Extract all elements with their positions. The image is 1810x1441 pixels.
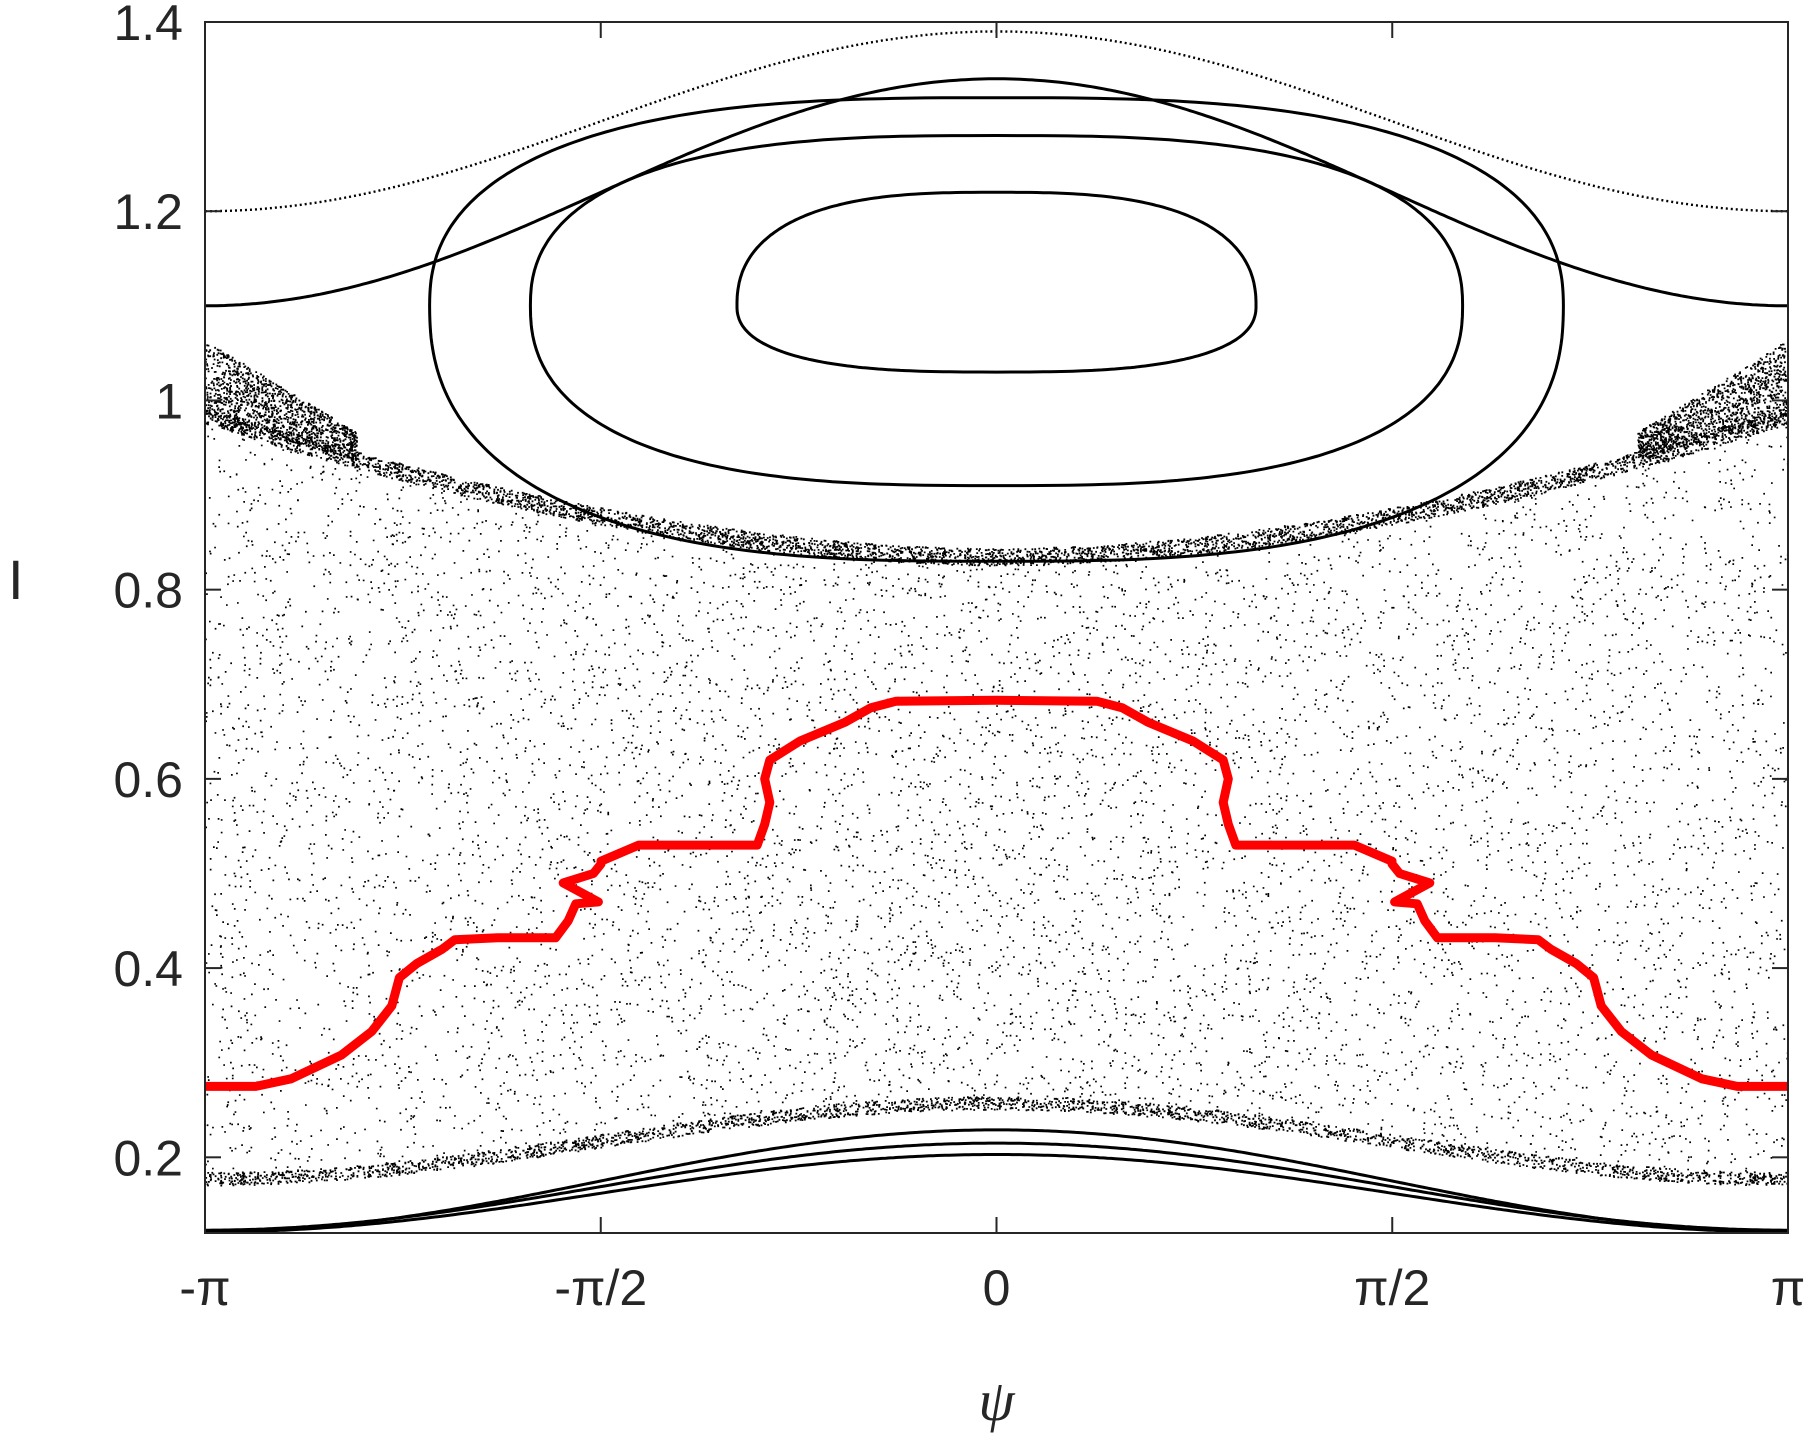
plot-area — [205, 30, 1788, 1233]
x-tick-label-1: -π/2 — [554, 1260, 647, 1316]
invariant-curve-3 — [205, 1153, 1788, 1233]
y-axis-label: I — [8, 548, 24, 611]
y-tick-label-1: 0.4 — [113, 941, 183, 997]
island-loop-3 — [428, 96, 1565, 563]
island-loop-1 — [735, 190, 1258, 374]
y-tick-label-2: 0.6 — [113, 752, 183, 808]
island-loop-2 — [528, 133, 1465, 488]
y-tick-label-5: 1.2 — [113, 184, 183, 240]
plot-content — [205, 30, 1788, 1233]
x-tick-label-0: -π — [179, 1260, 230, 1316]
x-axis-label: ψ — [978, 1368, 1015, 1433]
axis-ticks: -π -π/2 0 π/2 π 0.2 0.4 0.6 0.8 1 1.2 1.4 — [113, 0, 1805, 1316]
x-tick-label-4: π — [1771, 1260, 1806, 1316]
x-tick-label-2: 0 — [983, 1260, 1011, 1316]
y-tick-label-0: 0.2 — [113, 1130, 183, 1186]
y-tick-label-4: 1 — [155, 373, 183, 429]
invariant-curve-5 — [205, 1128, 1788, 1233]
highlight-curve — [205, 695, 1788, 1091]
y-tick-label-6: 1.4 — [113, 0, 183, 51]
y-tick-label-3: 0.8 — [113, 563, 183, 619]
invariant-curve-2 — [205, 77, 1788, 308]
x-tick-label-3: π/2 — [1354, 1260, 1430, 1316]
invariant-curve-4 — [205, 1141, 1788, 1232]
